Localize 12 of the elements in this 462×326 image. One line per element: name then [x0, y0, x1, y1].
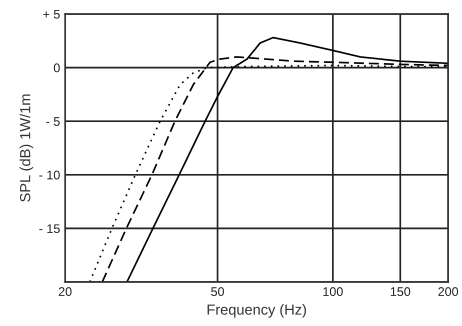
y-tick-label: - 10 — [39, 170, 60, 180]
x-tick-label: 50 — [211, 287, 224, 296]
x-tick-label: 200 — [438, 287, 458, 296]
y-axis-title: SPL (dB) 1W/1m — [20, 94, 34, 202]
y-tick-label: + 5 — [43, 10, 60, 19]
x-tick-label: 150 — [390, 287, 410, 296]
x-axis-title: Frequency (Hz) — [208, 304, 306, 318]
y-tick-label: - 15 — [39, 224, 60, 234]
y-tick-label: - 5 — [46, 117, 60, 126]
x-tick-label: 20 — [58, 287, 72, 296]
y-tick-label: 0 — [54, 63, 60, 72]
x-tick-label: 100 — [323, 287, 343, 296]
